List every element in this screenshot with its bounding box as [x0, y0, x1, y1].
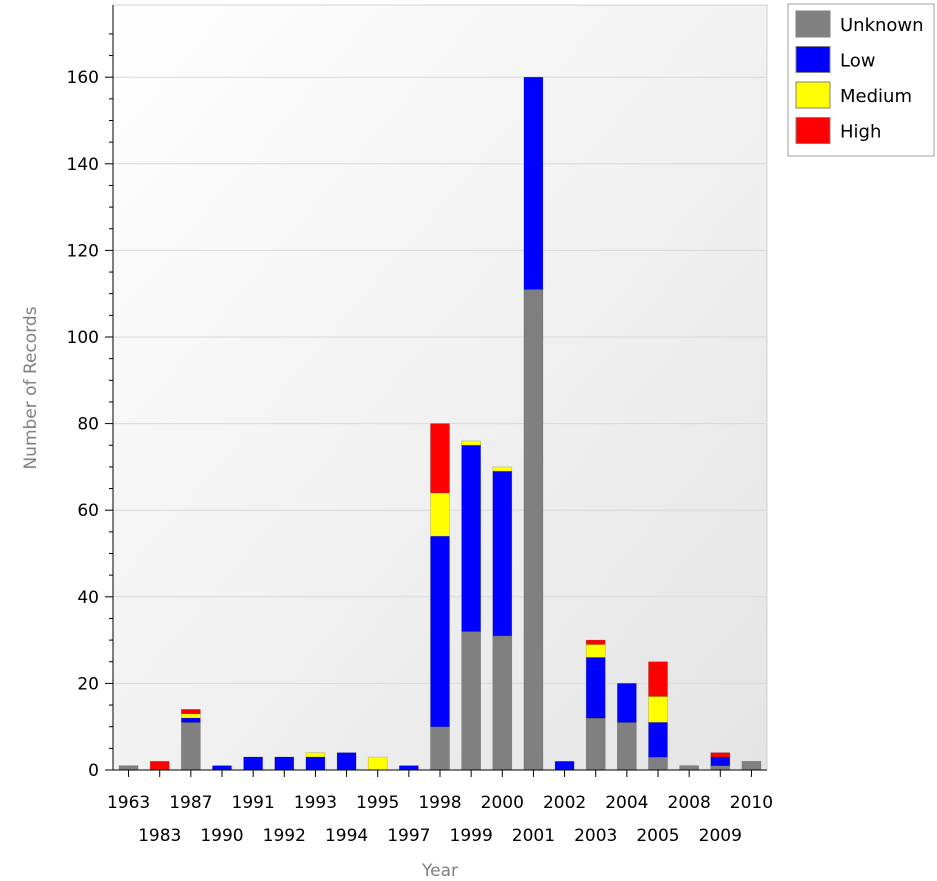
legend-label-high: High	[840, 122, 881, 143]
bar-segment-high-2009	[710, 752, 731, 758]
y-axis-ticks: 0 20 40 60 80 100 120 140 160	[67, 33, 113, 781]
x-tick-label-1991: 1991	[232, 793, 275, 813]
y-tick-label: 40	[77, 588, 99, 608]
x-tick-label-2008: 2008	[668, 793, 711, 813]
y-tick-label: 100	[67, 328, 99, 348]
bar-segment-low-1998	[430, 535, 450, 727]
bar-segment-high-1983	[149, 761, 170, 771]
x-tick-label-1994: 1994	[325, 826, 368, 846]
bar-segment-low-1991	[243, 756, 263, 771]
bar-segment-unknown-2005	[648, 756, 668, 771]
x-tick-label-2009: 2009	[699, 826, 742, 846]
x-tick-label-1990: 1990	[200, 826, 243, 846]
bar-segment-medium-1993	[305, 752, 326, 758]
bar-segment-low-1992	[274, 756, 295, 771]
x-tick-label-2000: 2000	[481, 793, 524, 813]
bar-segment-low-2003	[585, 657, 606, 719]
x-tick-label-2010: 2010	[730, 793, 773, 813]
y-tick-label: 120	[67, 241, 99, 261]
legend: Unknown Low Medium High	[787, 3, 935, 157]
legend-swatch-unknown	[795, 10, 831, 38]
x-tick-label-1998: 1998	[418, 793, 461, 813]
bar-segment-unknown-1987	[181, 722, 201, 771]
bar-segment-low-2001	[523, 76, 544, 290]
bar-segment-high-2003	[585, 639, 606, 645]
bar-segment-unknown-2004	[617, 722, 637, 771]
legend-swatch-high	[795, 117, 831, 144]
bar-segment-low-2000	[492, 470, 513, 637]
x-tick-label-1987: 1987	[169, 793, 212, 813]
bar-segment-low-1994	[336, 752, 357, 771]
bar-segment-low-1999	[461, 444, 481, 632]
x-tick-label-2004: 2004	[605, 793, 648, 813]
y-tick-label: 160	[67, 68, 99, 88]
x-tick-label-1963: 1963	[107, 793, 150, 813]
x-tick-label-1992: 1992	[263, 826, 306, 846]
bar-segment-medium-2005	[648, 696, 668, 723]
bar-segment-unknown-2009	[710, 765, 731, 771]
bar-segment-high-1998	[430, 423, 450, 494]
bar-segment-unknown-1998	[430, 726, 450, 771]
x-tick-label-1997: 1997	[387, 826, 430, 846]
y-tick-label: 140	[67, 155, 99, 175]
bar-segment-high-1987	[181, 709, 201, 715]
bar-segment-low-1993	[305, 756, 326, 771]
bar-segment-unknown-1999	[461, 631, 481, 771]
bar-segment-unknown-2003	[585, 717, 606, 771]
x-tick-label-1995: 1995	[356, 793, 399, 813]
legend-label-low: Low	[840, 51, 875, 72]
bar-segment-low-2002	[554, 761, 575, 771]
y-tick-label: 0	[88, 761, 99, 781]
x-tick-label-1983: 1983	[138, 826, 181, 846]
y-tick-label: 80	[77, 415, 99, 435]
bar-segment-unknown-2001	[523, 289, 544, 771]
bar-segment-low-2005	[648, 722, 668, 758]
x-axis-ticks: 1963 1983 1987 1990 1991 1992 1993 1994 1995 1997…	[107, 770, 773, 846]
y-axis-title: Number of Records	[21, 306, 41, 469]
bar-segment-medium-1995	[367, 756, 388, 771]
x-tick-label-1993: 1993	[294, 793, 337, 813]
bar-segment-low-1987	[181, 717, 201, 723]
x-tick-label-2005: 2005	[636, 826, 679, 846]
bar-segment-medium-1987	[181, 713, 201, 719]
x-axis-title: Year	[421, 861, 458, 881]
y-tick-label: 60	[77, 501, 99, 521]
legend-swatch-medium	[795, 81, 831, 109]
bar-segment-high-2005	[648, 661, 668, 697]
bar-segment-medium-1998	[430, 492, 450, 537]
bar-segment-unknown-2000	[492, 635, 513, 771]
legend-swatch-low	[795, 46, 831, 73]
bar-segment-medium-2000	[492, 466, 513, 472]
bar-segment-unknown-2010	[741, 761, 762, 771]
bar-segment-medium-2003	[585, 644, 606, 658]
bar-segment-unknown-2008	[679, 765, 699, 771]
bar-segment-low-2004	[617, 683, 637, 723]
x-tick-label-2001: 2001	[512, 826, 555, 846]
bar-segment-medium-1999	[461, 440, 481, 446]
bars	[118, 76, 762, 771]
legend-label-medium: Medium	[840, 86, 912, 107]
x-tick-label-2002: 2002	[543, 793, 586, 813]
y-tick-label: 20	[77, 674, 99, 694]
x-tick-label-1999: 1999	[450, 826, 493, 846]
bar-segment-low-1997	[399, 765, 419, 771]
legend-label-unknown: Unknown	[840, 15, 924, 36]
bar-segment-low-1990	[212, 765, 232, 771]
bar-segment-low-2009	[710, 756, 731, 766]
bar-segment-unknown-1963	[118, 765, 139, 771]
x-tick-label-2003: 2003	[574, 826, 617, 846]
